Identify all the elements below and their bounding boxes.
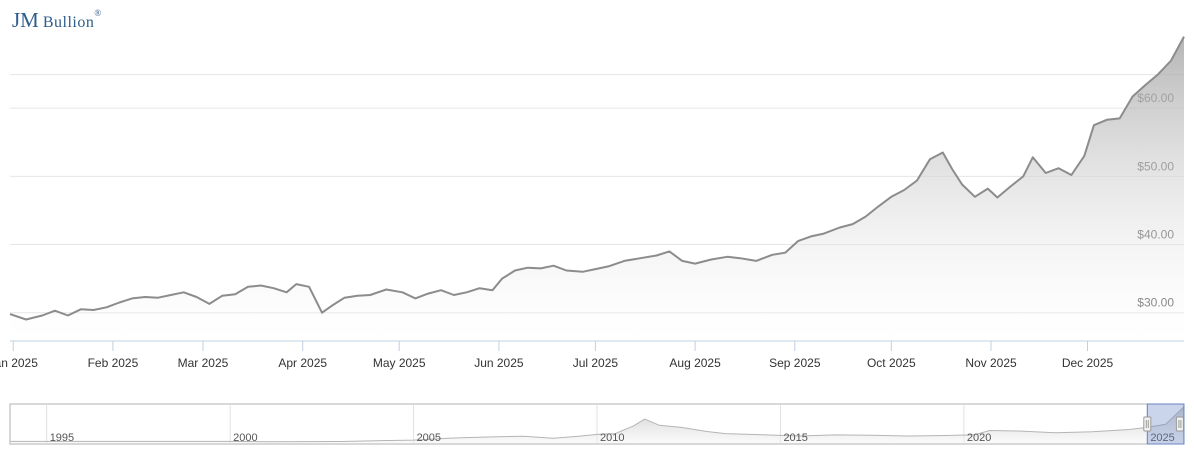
navigator-line — [10, 406, 1184, 443]
jm-bullion-logo: JM Bullion® — [12, 8, 101, 32]
x-tick-label: Mar 2025 — [178, 356, 229, 370]
navigator-tick-label: 1995 — [50, 432, 74, 444]
x-tick-label: Dec 2025 — [1062, 356, 1114, 370]
navigator-tick-label: 2010 — [600, 432, 624, 444]
navigator-tick-label: 2025 — [1150, 432, 1174, 444]
x-tick-label: Sep 2025 — [769, 356, 821, 370]
x-axis-tick-marks — [12, 341, 1089, 351]
navigator-left-handle[interactable] — [1143, 416, 1152, 432]
logo-registered-mark: ® — [94, 8, 102, 18]
x-tick-label: Nov 2025 — [965, 356, 1017, 370]
navigator-tick-label: 2000 — [233, 432, 257, 444]
x-tick-label: Jan 2025 — [0, 356, 38, 370]
logo-jm: JM — [12, 8, 39, 32]
navigator-tick-label: 2005 — [417, 432, 441, 444]
logo-bullion: Bullion — [42, 14, 95, 31]
x-tick-label: Jul 2025 — [573, 356, 619, 370]
x-tick-label: Jun 2025 — [474, 356, 524, 370]
x-tick-label: Oct 2025 — [867, 356, 916, 370]
x-tick-label: Apr 2025 — [278, 356, 327, 370]
navigator-right-handle[interactable] — [1175, 416, 1184, 432]
navigator-tick-label: 2015 — [783, 432, 807, 444]
navigator[interactable]: 1995 2000 2005 2010 2015 2020 2025 — [9, 403, 1185, 445]
x-axis-labels: Jan 2025 Feb 2025 Mar 2025 Apr 2025 May 2025… — [0, 356, 1114, 370]
navigator-tick-label: 2020 — [967, 432, 991, 444]
price-area — [10, 36, 1184, 340]
x-tick-label: May 2025 — [373, 356, 426, 370]
x-tick-label: Aug 2025 — [669, 356, 721, 370]
price-line — [9, 36, 1185, 321]
navigator-labels: 1995 2000 2005 2010 2015 2020 2025 — [50, 432, 1175, 444]
navigator-area — [10, 407, 1184, 443]
x-tick-label: Feb 2025 — [88, 356, 139, 370]
